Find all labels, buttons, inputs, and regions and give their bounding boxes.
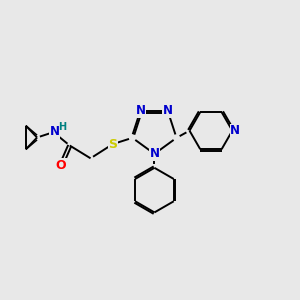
- Text: N: N: [50, 125, 60, 138]
- Text: H: H: [58, 122, 66, 132]
- Text: O: O: [56, 159, 66, 172]
- Text: N: N: [149, 147, 160, 161]
- Text: N: N: [230, 124, 240, 137]
- Text: N: N: [136, 104, 146, 117]
- Text: S: S: [108, 138, 117, 151]
- Text: N: N: [163, 104, 173, 117]
